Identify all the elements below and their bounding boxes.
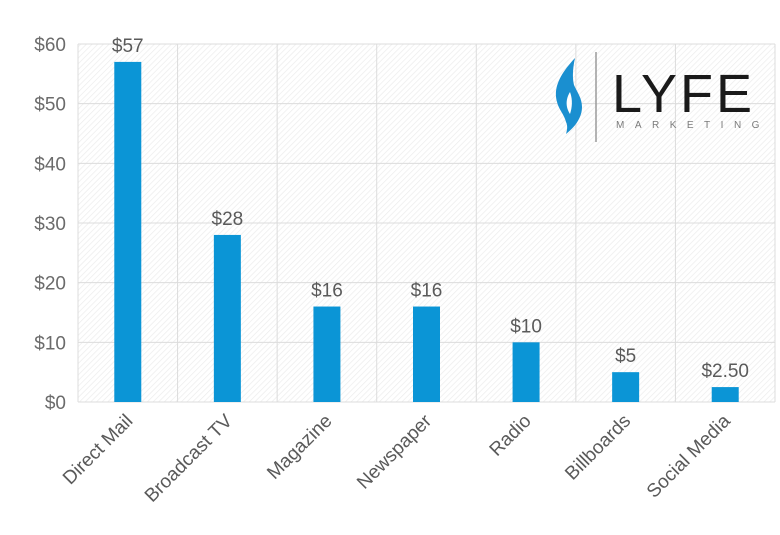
- y-tick-label: $10: [34, 333, 66, 354]
- data-label: $5: [615, 346, 636, 367]
- data-label: $28: [212, 209, 244, 230]
- data-labels: $57 $28 $16 $16 $10 $5 $2.50: [112, 36, 749, 382]
- data-label: $16: [411, 281, 443, 302]
- data-label: $2.50: [701, 361, 749, 382]
- y-tick-label: $40: [34, 154, 66, 175]
- y-axis-tick-labels: $0 $10 $20 $30 $40 $50 $60: [34, 35, 66, 414]
- y-tick-label: $0: [45, 393, 66, 414]
- x-category-label: Magazine: [263, 411, 336, 484]
- y-tick-label: $50: [34, 95, 66, 116]
- bar: [114, 61, 142, 403]
- x-category-label: Broadcast TV: [141, 410, 237, 506]
- flame-icon: [555, 58, 582, 134]
- y-tick-label: $30: [34, 214, 66, 235]
- bars: [114, 61, 739, 403]
- x-category-label: Social Media: [643, 410, 735, 502]
- data-label: $57: [112, 36, 144, 57]
- bar: [711, 387, 739, 402]
- x-category-label: Newspaper: [353, 410, 436, 493]
- data-label: $16: [311, 281, 343, 302]
- x-category-label: Radio: [486, 411, 536, 461]
- x-category-label: Direct Mail: [59, 411, 137, 489]
- data-label: $10: [510, 316, 542, 337]
- x-axis-category-labels: Direct Mail Broadcast TV Magazine Newspaper…: [59, 410, 735, 506]
- bar: [512, 342, 540, 402]
- logo-name: LYFE: [612, 64, 755, 124]
- y-tick-label: $60: [34, 35, 66, 56]
- bar: [213, 234, 241, 402]
- logo-tagline: MARKETING: [616, 120, 770, 131]
- bar: [413, 306, 440, 402]
- bar: [313, 306, 341, 402]
- x-category-label: Billboards: [561, 411, 635, 485]
- y-tick-label: $20: [34, 274, 66, 295]
- bar: [612, 372, 640, 402]
- lyfe-marketing-logo: LYFE MARKETING: [555, 52, 770, 142]
